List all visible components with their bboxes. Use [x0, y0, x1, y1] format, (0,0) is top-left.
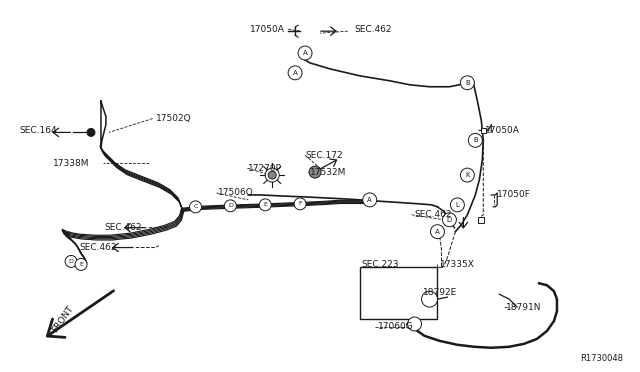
Text: L: L — [456, 202, 460, 208]
Circle shape — [189, 201, 202, 213]
Circle shape — [298, 46, 312, 60]
Text: 17335X: 17335X — [440, 260, 474, 269]
Text: SEC.462: SEC.462 — [79, 243, 116, 252]
Bar — [478, 217, 484, 223]
Circle shape — [460, 76, 474, 90]
Circle shape — [65, 256, 77, 267]
Text: D: D — [447, 217, 452, 223]
Text: 18791N: 18791N — [506, 302, 541, 312]
Text: F: F — [298, 201, 302, 206]
Text: A: A — [435, 229, 440, 235]
Text: D: D — [228, 203, 233, 208]
Text: K: K — [465, 172, 470, 178]
Text: B: B — [473, 137, 477, 143]
Text: 17338M: 17338M — [53, 159, 90, 168]
Circle shape — [442, 213, 456, 227]
Circle shape — [75, 259, 87, 270]
Text: 17050A: 17050A — [250, 25, 285, 34]
Text: A: A — [303, 50, 307, 56]
Bar — [481, 128, 486, 133]
Circle shape — [309, 166, 321, 178]
Bar — [360, 267, 438, 319]
Text: SEC.462: SEC.462 — [415, 210, 452, 219]
Circle shape — [288, 66, 302, 80]
Text: 18792E: 18792E — [422, 288, 457, 297]
Circle shape — [225, 200, 236, 212]
Circle shape — [363, 193, 377, 207]
Circle shape — [268, 171, 276, 179]
Text: 17270P: 17270P — [248, 164, 282, 173]
Text: D: D — [68, 259, 74, 264]
Text: SEC.172: SEC.172 — [305, 151, 342, 160]
Text: SEC.223: SEC.223 — [362, 260, 399, 269]
Text: 17506Q: 17506Q — [218, 189, 254, 198]
Circle shape — [431, 225, 444, 238]
Circle shape — [294, 198, 306, 210]
Circle shape — [422, 291, 438, 307]
Circle shape — [408, 317, 422, 331]
Text: FRONT: FRONT — [51, 304, 76, 334]
Text: 17502Q: 17502Q — [156, 114, 191, 123]
Text: SEC.164: SEC.164 — [19, 126, 57, 135]
Circle shape — [265, 168, 279, 182]
Text: SEC.462: SEC.462 — [104, 223, 141, 232]
Circle shape — [468, 134, 483, 147]
Circle shape — [451, 198, 465, 212]
Text: A: A — [292, 70, 298, 76]
Text: E: E — [79, 262, 83, 267]
Text: 17532M: 17532M — [310, 168, 346, 177]
Text: SEC.462: SEC.462 — [355, 25, 392, 34]
Text: A: A — [367, 197, 372, 203]
Text: 17050F: 17050F — [497, 190, 531, 199]
Text: 17050A: 17050A — [485, 126, 520, 135]
Text: E: E — [263, 202, 267, 207]
Text: 17060G: 17060G — [378, 323, 413, 331]
Circle shape — [460, 168, 474, 182]
Text: R1730048: R1730048 — [580, 354, 623, 363]
Text: B: B — [465, 80, 470, 86]
Text: C: C — [193, 204, 198, 209]
Circle shape — [87, 128, 95, 137]
Circle shape — [259, 199, 271, 211]
